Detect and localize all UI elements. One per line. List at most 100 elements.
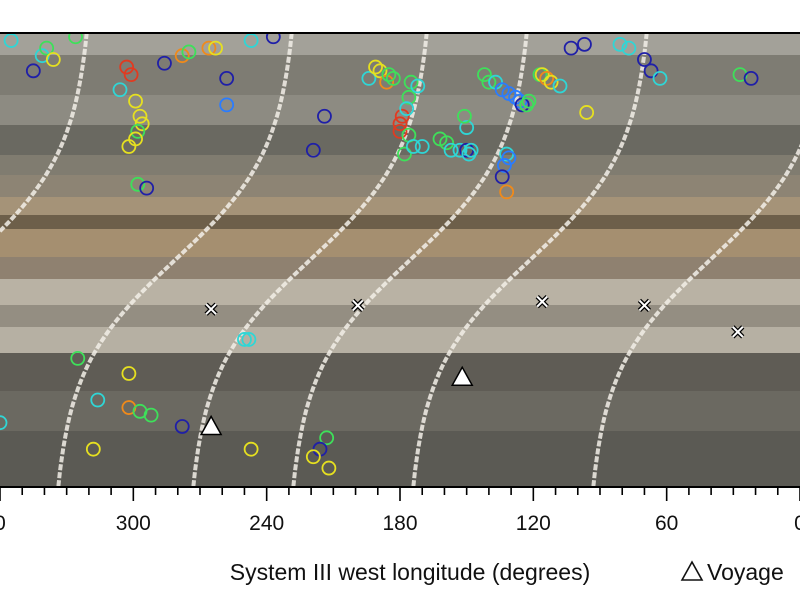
circle-marker [621, 40, 637, 56]
circle-marker [201, 40, 217, 56]
circle-marker [119, 59, 135, 75]
track-curve-5 [591, 143, 800, 487]
circle-marker [563, 40, 579, 56]
circle-marker [459, 120, 475, 135]
x-marker [731, 325, 745, 339]
circle-marker [494, 169, 510, 185]
circle-marker [219, 71, 235, 86]
circle-marker [439, 135, 455, 151]
circle-marker [414, 139, 430, 154]
track-curve-4 [411, 33, 649, 487]
data-markers [0, 33, 759, 476]
circle-marker [243, 33, 259, 48]
track-curves [0, 33, 800, 487]
circle-marker [457, 108, 472, 124]
circle-marker [134, 116, 150, 132]
circle-marker [68, 33, 83, 45]
x-tick-label: 0 [794, 512, 800, 535]
circle-marker [499, 184, 515, 200]
track-curve-0 [0, 33, 89, 234]
circle-marker [385, 71, 401, 86]
circle-marker [361, 71, 377, 86]
x-marker [351, 298, 365, 312]
circle-marker [392, 123, 408, 139]
legend-label-voyage: Voyage [707, 559, 784, 585]
circle-marker [521, 93, 537, 109]
circle-marker [481, 74, 497, 90]
circle-marker [612, 36, 628, 52]
x-marker [204, 302, 218, 316]
circle-marker [577, 36, 592, 52]
x-tick-label: 0 [0, 512, 6, 535]
track-curve-3 [291, 33, 529, 487]
circle-marker [637, 52, 652, 67]
circle-marker [3, 33, 19, 48]
circle-marker [174, 419, 190, 434]
circle-marker [539, 71, 555, 86]
x-tick-label: 300 [116, 512, 151, 535]
circle-marker [579, 105, 595, 120]
circle-marker [543, 74, 559, 90]
circle-marker [410, 78, 426, 94]
circle-marker [132, 108, 148, 124]
circle-marker [317, 108, 332, 124]
circle-marker [372, 63, 388, 79]
circle-marker [397, 146, 412, 162]
circle-marker [0, 415, 8, 431]
circle-marker [305, 449, 321, 465]
voyager-triangle-marker [199, 414, 223, 436]
circle-marker [130, 176, 146, 192]
circle-marker [121, 366, 137, 381]
circle-marker [121, 139, 137, 154]
circle-marker [319, 430, 335, 446]
x-axis-title: System III west longitude (degrees) [230, 559, 591, 585]
circle-marker [452, 142, 468, 158]
circle-marker [39, 40, 55, 56]
circle-marker [123, 67, 139, 83]
circle-marker [443, 142, 459, 158]
circle-marker [25, 63, 41, 79]
x-tick-label: 60 [655, 512, 678, 535]
track-curve-1 [56, 33, 294, 487]
circle-marker [243, 441, 259, 457]
circle-marker [477, 67, 492, 83]
circle-marker [652, 71, 668, 86]
x-marker [637, 298, 652, 312]
circle-marker [128, 93, 143, 109]
circle-marker [181, 44, 197, 60]
circle-marker [265, 33, 281, 45]
plot-background [0, 33, 800, 487]
circle-marker [392, 116, 408, 132]
circle-marker [130, 123, 146, 139]
circle-marker [534, 67, 550, 83]
circle-marker [405, 139, 421, 154]
circle-marker [45, 52, 61, 67]
circle-marker [70, 350, 86, 366]
x-axis: 0 300 240 180 120 60 0 [0, 487, 800, 535]
circle-marker [112, 82, 128, 98]
circle-marker [85, 441, 101, 457]
circle-marker [501, 150, 517, 166]
circle-marker [643, 63, 659, 79]
circle-marker [90, 392, 106, 408]
legend: Voyage [680, 559, 784, 585]
x-tick-label: 120 [516, 512, 551, 535]
circle-marker [394, 108, 410, 124]
x-tick-label: 180 [382, 512, 417, 535]
circle-marker [208, 40, 223, 56]
circle-marker [463, 142, 479, 158]
circle-marker [399, 101, 415, 117]
circle-marker [143, 407, 159, 423]
legend-triangle-icon [680, 560, 704, 581]
circle-marker [368, 59, 383, 75]
circle-marker [552, 78, 568, 94]
x-tick-label: 240 [249, 512, 284, 535]
circle-marker [381, 67, 397, 83]
circle-marker [401, 89, 417, 105]
circle-marker [157, 55, 172, 71]
track-curve-2 [191, 33, 429, 487]
circle-marker [237, 332, 252, 347]
circle-marker [321, 460, 337, 476]
circle-marker [497, 158, 512, 173]
